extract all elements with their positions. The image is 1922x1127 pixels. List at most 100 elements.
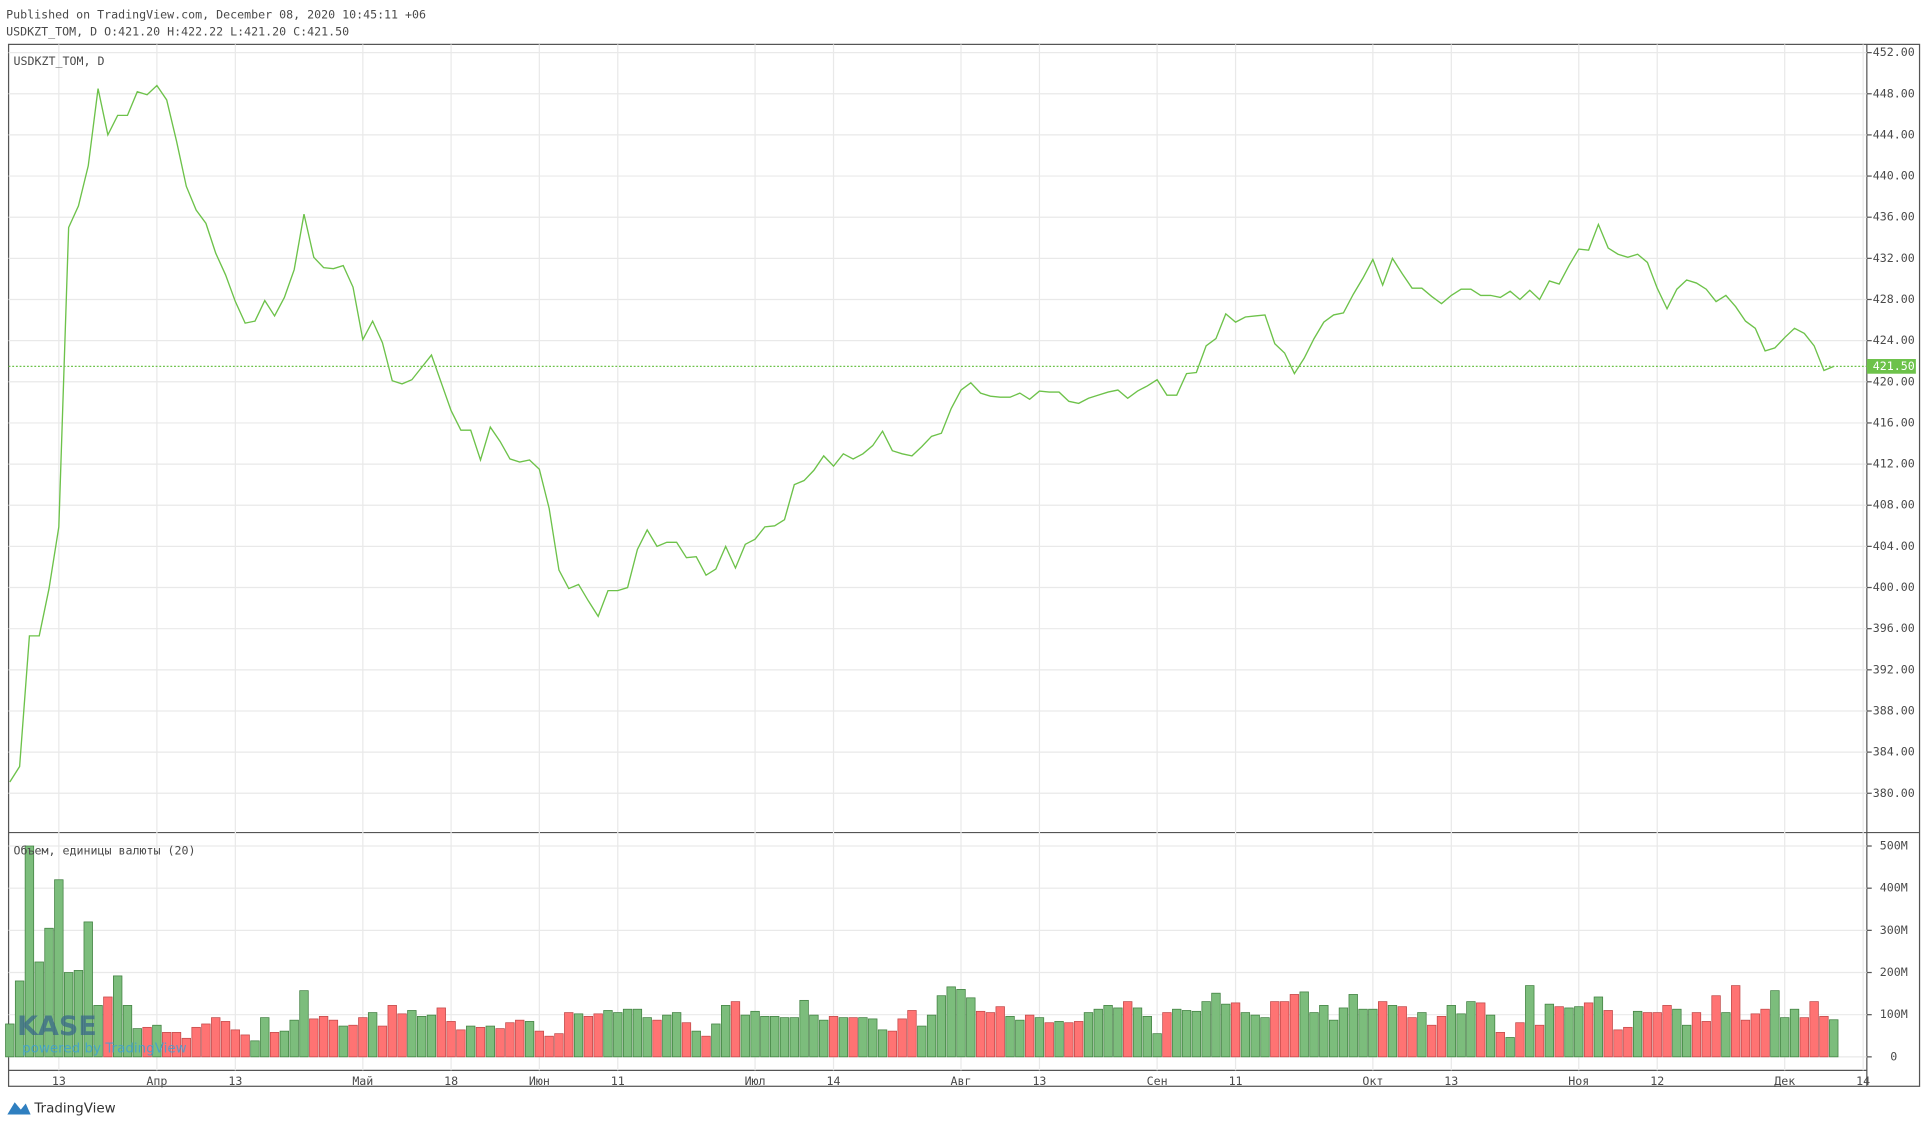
published-line: Published on TradingView.com, December 0…: [6, 7, 426, 21]
volume-bar: [269, 1032, 280, 1058]
volume-bar: [1270, 1001, 1280, 1058]
y-tick-label: 436.00: [1873, 210, 1915, 224]
x-tick-label: Июл: [745, 1074, 766, 1088]
volume-bar: [828, 1016, 839, 1058]
volume-bar: [1093, 1008, 1103, 1058]
volume-bar: [14, 980, 25, 1058]
y-tick-label: 200M: [1880, 965, 1908, 979]
volume-bar: [1024, 1014, 1035, 1058]
y-tick-label: 416.00: [1873, 415, 1915, 429]
volume-bar: [966, 997, 976, 1058]
volume-bar: [142, 1026, 152, 1058]
watermark-logo: KASE: [17, 1011, 97, 1042]
volume-bar: [593, 1013, 603, 1058]
volume-bar: [1760, 1008, 1770, 1058]
volume-bar: [956, 989, 966, 1058]
volume-bar: [642, 1017, 652, 1058]
volume-bar: [838, 1017, 848, 1058]
volume-bar: [1436, 1016, 1447, 1058]
volume-bar: [1123, 1001, 1133, 1058]
volume-bars: [5, 845, 1839, 1058]
volume-bar: [24, 845, 35, 1058]
y-tick-label: 444.00: [1873, 127, 1915, 141]
x-tick-label: 13: [228, 1074, 242, 1088]
volume-bar: [975, 1010, 986, 1058]
volume-bar: [897, 1018, 907, 1058]
volume-bar: [171, 1032, 182, 1058]
volume-bar: [1348, 994, 1358, 1058]
volume-bar: [1476, 1002, 1486, 1058]
volume-bar: [1172, 1008, 1182, 1058]
x-tick-label: 18: [444, 1074, 458, 1088]
volume-bar: [515, 1019, 525, 1058]
volume-bar: [1338, 1007, 1349, 1058]
volume-bar: [720, 1005, 731, 1058]
volume-bar: [1564, 1007, 1574, 1058]
volume-bar: [1819, 1016, 1829, 1058]
x-tick-label: Май: [352, 1074, 373, 1088]
y-tick-label: 392.00: [1873, 662, 1915, 676]
x-tick-label: 13: [1444, 1074, 1458, 1088]
volume-bar: [113, 975, 123, 1058]
volume-bar: [1074, 1021, 1084, 1058]
volume-bar: [485, 1025, 495, 1058]
volume-bar: [819, 1019, 829, 1058]
volume-bar: [858, 1017, 868, 1058]
y-tick-label: 428.00: [1873, 292, 1915, 306]
volume-bar: [524, 1021, 535, 1058]
volume-legend: Объем, единицы валюты (20): [13, 843, 195, 857]
volume-bar: [407, 1010, 417, 1058]
volume-bar: [1005, 1016, 1015, 1058]
volume-bar: [544, 1035, 554, 1058]
volume-bar: [1799, 1017, 1809, 1058]
volume-bar: [1162, 1012, 1172, 1058]
volume-bar: [1387, 1005, 1398, 1058]
volume-bar: [740, 1014, 750, 1058]
volume-bar: [799, 999, 809, 1058]
volume-bar: [1672, 1008, 1682, 1058]
volume-bar: [1829, 1019, 1839, 1058]
x-tick-label: 11: [611, 1074, 625, 1088]
volume-bar: [1789, 1008, 1800, 1058]
y-tick-label: 100M: [1880, 1007, 1908, 1021]
y-tick-label: 408.00: [1873, 498, 1915, 512]
volume-bar: [534, 1030, 544, 1058]
volume-bar: [318, 1016, 329, 1058]
x-tick-label: 12: [1650, 1074, 1664, 1088]
x-tick-label: 13: [1032, 1074, 1046, 1088]
volume-bar: [1211, 992, 1221, 1058]
volume-bar: [367, 1012, 378, 1058]
x-tick-label: Дек: [1774, 1074, 1795, 1088]
y-tick-label: 412.00: [1873, 457, 1915, 471]
volume-bar: [1642, 1012, 1653, 1058]
volume-bar: [1583, 1002, 1594, 1058]
volume-bar: [1260, 1017, 1270, 1058]
y-tick-label: 432.00: [1873, 251, 1915, 265]
volume-bar: [1083, 1012, 1094, 1058]
volume-bar: [1279, 1001, 1290, 1058]
volume-bar: [1103, 1005, 1113, 1058]
volume-bar: [260, 1017, 270, 1058]
volume-bar: [63, 972, 74, 1058]
volume-bar: [1299, 991, 1309, 1058]
volume-bar: [1113, 1007, 1123, 1058]
volume-bar: [1681, 1024, 1692, 1058]
x-tick-label: 14: [1856, 1074, 1870, 1088]
volume-bar: [917, 1025, 927, 1058]
price-line-group: [8, 84, 1867, 783]
y-tick-label: 400.00: [1873, 580, 1915, 594]
volume-bar: [868, 1018, 878, 1058]
volume-bar: [1240, 1012, 1251, 1058]
volume-bar: [34, 961, 44, 1058]
volume-bar: [1397, 1006, 1407, 1058]
y-tick-label: 500M: [1880, 839, 1908, 853]
x-tick-label: Окт: [1362, 1074, 1383, 1088]
volume-bar: [1319, 1005, 1329, 1058]
y-tick-label: 388.00: [1873, 703, 1915, 717]
volume-bar: [1623, 1026, 1633, 1058]
volume-bar: [5, 1023, 15, 1058]
x-tick-label: Сен: [1147, 1074, 1168, 1088]
volume-bar: [1554, 1006, 1564, 1058]
x-tick-label: Апр: [146, 1074, 167, 1088]
volume-bar: [1603, 1010, 1613, 1058]
